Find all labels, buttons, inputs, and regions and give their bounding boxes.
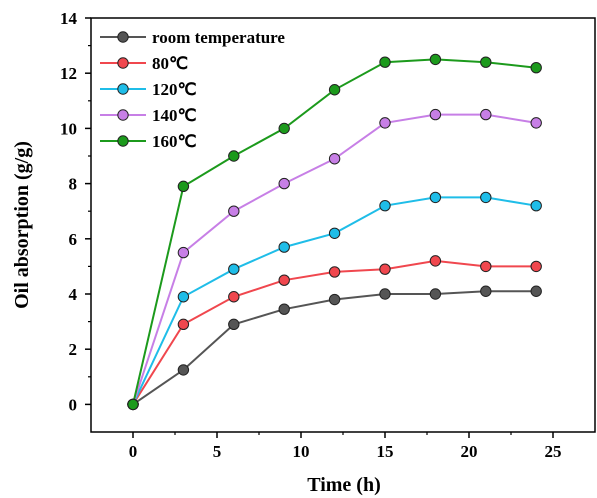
- data-point: [278, 303, 290, 315]
- legend-label: 160℃: [152, 132, 197, 151]
- legend-marker: [117, 135, 129, 147]
- data-point: [530, 260, 542, 273]
- data-point: [379, 263, 391, 275]
- data-point: [328, 227, 341, 239]
- data-point: [278, 122, 290, 135]
- data-point: [328, 84, 341, 96]
- data-point: [429, 53, 442, 66]
- y-tick-label: 10: [60, 119, 77, 138]
- y-tick-label: 4: [69, 285, 78, 304]
- data-point: [379, 56, 391, 68]
- data-point: [177, 364, 190, 376]
- y-tick-label: 0: [69, 395, 78, 414]
- x-tick-label: 10: [293, 442, 310, 461]
- legend-label: 80℃: [152, 54, 188, 73]
- legend-marker: [117, 83, 129, 95]
- data-point: [278, 274, 290, 286]
- legend-label: 120℃: [152, 80, 197, 99]
- data-point: [177, 180, 190, 193]
- x-tick-label: 0: [129, 442, 138, 461]
- y-tick-label: 6: [69, 230, 78, 249]
- legend-label: room temperature: [152, 28, 285, 47]
- data-point: [480, 56, 492, 68]
- series-line-1: [132, 259, 537, 405]
- legend-marker: [117, 57, 129, 69]
- data-point: [177, 246, 190, 259]
- data-point: [530, 199, 542, 212]
- data-point: [379, 288, 391, 300]
- data-point: [328, 153, 341, 165]
- data-point: [328, 293, 341, 306]
- plot-area: 0 5 10 15 20 25 0 2 4 6 8 10 12 14 room temperature 80℃…: [60, 9, 596, 461]
- data-point: [228, 291, 240, 303]
- y-tick-label: 14: [60, 9, 78, 28]
- data-point: [480, 108, 492, 121]
- data-point: [228, 150, 240, 162]
- data-point: [530, 61, 542, 74]
- data-point: [530, 117, 542, 129]
- x-tick-label: 5: [213, 442, 222, 461]
- data-point: [177, 318, 190, 331]
- data-point: [480, 260, 492, 273]
- x-tick-label: 20: [461, 442, 478, 461]
- data-point: [429, 288, 442, 300]
- y-tick-label: 8: [69, 175, 78, 194]
- data-point: [228, 318, 240, 331]
- data-point: [480, 285, 492, 297]
- data-point: [228, 205, 240, 217]
- series-line-0: [132, 290, 537, 406]
- data-point: [379, 199, 391, 212]
- legend-label: 140℃: [152, 106, 197, 125]
- data-point: [530, 285, 542, 297]
- data-point: [429, 108, 442, 121]
- data-point: [379, 117, 391, 129]
- data-point: [278, 241, 290, 253]
- data-point: [177, 291, 190, 303]
- legend-marker: [117, 31, 129, 43]
- data-point: [480, 191, 492, 204]
- x-axis-title: Time (h): [307, 474, 381, 496]
- x-tick-label: 15: [377, 442, 394, 461]
- y-axis-title: Oil absorption (g/g): [11, 141, 33, 309]
- data-point: [228, 263, 240, 275]
- data-point: [328, 266, 341, 278]
- data-point: [429, 255, 442, 267]
- data-point: [127, 398, 139, 411]
- y-tick-label: 2: [69, 340, 78, 359]
- y-tick-label: 12: [60, 64, 77, 83]
- data-point: [278, 177, 290, 190]
- legend-marker: [117, 109, 129, 121]
- x-tick-label: 25: [545, 442, 562, 461]
- data-point: [429, 191, 442, 204]
